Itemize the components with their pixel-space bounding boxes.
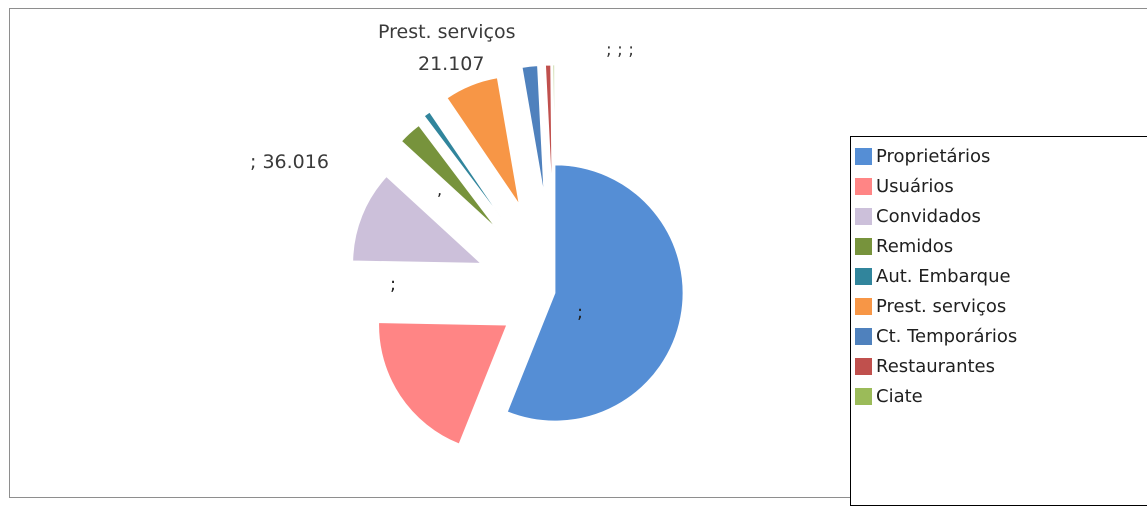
label-small: , — [437, 180, 442, 199]
legend-swatch — [855, 237, 872, 255]
legend-swatch — [855, 387, 872, 405]
label-convidados: ; 36.016 — [250, 151, 329, 173]
legend-item: Proprietários — [855, 141, 1147, 171]
legend-item: Convidados — [855, 201, 1147, 231]
legend-item: Ciate — [855, 381, 1147, 411]
legend-swatch — [855, 357, 872, 375]
legend-label: Ct. Temporários — [876, 325, 1018, 347]
pie-slice-ciate — [552, 64, 555, 194]
pie-slice-restaurantes — [545, 64, 553, 194]
legend: Proprietários Usuários Convidados Remidos Au… — [850, 136, 1147, 506]
legend-swatch — [855, 147, 872, 165]
legend-label: Convidados — [876, 205, 981, 227]
pie-chart: ; 36.016 Prest. serviços 21.107 ; ; ; ; … — [250, 21, 684, 445]
pie-slice-convidados — [352, 176, 482, 264]
legend-swatch — [855, 297, 872, 315]
pie-slice-prest-servi-os — [446, 77, 520, 205]
pie-slice-propriet-rios — [506, 164, 684, 422]
legend-item: Prest. serviços — [855, 291, 1147, 321]
legend-label: Aut. Embarque — [876, 265, 1011, 287]
legend-label: Ciate — [876, 385, 923, 407]
pie-slice-aut-embarque — [423, 111, 502, 219]
pie-slice-usu-rios — [378, 322, 508, 445]
label-top-right: ; ; ; — [606, 40, 634, 60]
legend-swatch — [855, 207, 872, 225]
legend-item: Aut. Embarque — [855, 261, 1147, 291]
legend-item: Remidos — [855, 231, 1147, 261]
legend-label: Usuários — [876, 175, 954, 197]
pie-slice-ct-tempor-rios — [521, 65, 545, 194]
pie-slice-remidos — [401, 125, 497, 229]
legend-item: Usuários — [855, 171, 1147, 201]
legend-swatch — [855, 327, 872, 345]
label-prest-servicos-name: Prest. serviços — [378, 21, 516, 43]
label-proprietarios: ; — [577, 302, 583, 323]
label-prest-servicos-value: 21.107 — [418, 53, 484, 75]
legend-label: Remidos — [876, 235, 954, 257]
legend-swatch — [855, 267, 872, 285]
label-usuarios: ; — [390, 274, 396, 295]
legend-item: Restaurantes — [855, 351, 1147, 381]
legend-label: Proprietários — [876, 145, 991, 167]
legend-label: Prest. serviços — [876, 295, 1007, 317]
legend-label: Restaurantes — [876, 355, 995, 377]
legend-item: Ct. Temporários — [855, 321, 1147, 351]
legend-swatch — [855, 177, 872, 195]
